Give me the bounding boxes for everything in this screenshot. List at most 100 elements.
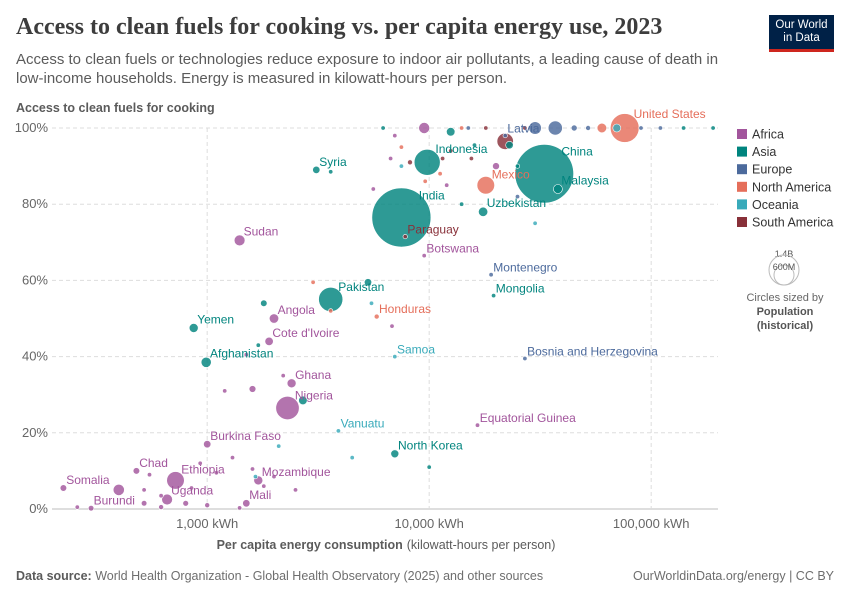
- data-point[interactable]: [553, 184, 563, 194]
- data-point[interactable]: [261, 483, 267, 489]
- data-point[interactable]: [585, 125, 591, 131]
- data-point[interactable]: [264, 336, 274, 346]
- data-point[interactable]: [132, 467, 140, 475]
- data-point[interactable]: [681, 125, 687, 131]
- data-point[interactable]: [476, 176, 495, 195]
- data-point[interactable]: [200, 356, 212, 368]
- data-point[interactable]: [230, 455, 236, 461]
- data-point[interactable]: [237, 505, 243, 511]
- data-point[interactable]: [710, 125, 716, 131]
- data-point[interactable]: [349, 455, 355, 461]
- data-point[interactable]: [402, 234, 408, 240]
- data-point[interactable]: [448, 148, 454, 154]
- data-point[interactable]: [370, 186, 376, 192]
- data-point[interactable]: [280, 373, 286, 379]
- data-point[interactable]: [522, 125, 528, 131]
- data-point[interactable]: [437, 171, 443, 177]
- data-point[interactable]: [474, 422, 480, 428]
- data-point[interactable]: [657, 125, 663, 131]
- data-point[interactable]: [158, 493, 164, 499]
- data-point[interactable]: [465, 125, 471, 131]
- data-point[interactable]: [492, 162, 500, 170]
- data-point[interactable]: [491, 293, 497, 299]
- data-point[interactable]: [268, 313, 279, 324]
- data-point[interactable]: [276, 443, 282, 449]
- data-point[interactable]: [532, 220, 538, 226]
- legend-item[interactable]: Asia: [752, 145, 776, 159]
- data-point[interactable]: [389, 323, 395, 329]
- data-point[interactable]: [112, 483, 125, 496]
- data-point[interactable]: [204, 502, 210, 509]
- data-point[interactable]: [388, 156, 394, 162]
- data-point[interactable]: [488, 272, 494, 278]
- owid-logo[interactable]: Our World in Data: [769, 15, 834, 52]
- data-point[interactable]: [260, 299, 268, 307]
- data-point[interactable]: [505, 141, 514, 150]
- data-point[interactable]: [528, 121, 542, 135]
- data-point[interactable]: [248, 385, 257, 393]
- data-point[interactable]: [459, 125, 465, 131]
- legend-item[interactable]: Africa: [752, 128, 784, 142]
- data-point[interactable]: [390, 449, 400, 459]
- data-point[interactable]: [478, 206, 489, 217]
- data-point[interactable]: [514, 163, 520, 169]
- data-point[interactable]: [440, 156, 446, 162]
- data-point[interactable]: [363, 278, 372, 287]
- data-point[interactable]: [197, 460, 203, 466]
- data-point[interactable]: [335, 428, 341, 434]
- data-point[interactable]: [446, 127, 456, 137]
- legend-item[interactable]: Oceania: [752, 198, 799, 212]
- data-point[interactable]: [233, 234, 246, 247]
- data-point[interactable]: [166, 471, 185, 490]
- data-point[interactable]: [418, 122, 431, 134]
- data-point[interactable]: [398, 144, 404, 150]
- data-point[interactable]: [222, 388, 228, 394]
- data-point[interactable]: [380, 125, 386, 131]
- data-point[interactable]: [547, 120, 563, 136]
- data-point[interactable]: [514, 194, 520, 200]
- data-point[interactable]: [596, 122, 608, 134]
- legend-item[interactable]: North America: [752, 180, 831, 194]
- data-point[interactable]: [444, 182, 450, 188]
- data-point[interactable]: [468, 156, 474, 162]
- data-point[interactable]: [310, 279, 316, 285]
- data-point[interactable]: [161, 493, 173, 506]
- data-point[interactable]: [502, 133, 508, 139]
- data-point[interactable]: [59, 484, 68, 492]
- data-point[interactable]: [413, 149, 441, 176]
- data-point[interactable]: [141, 500, 148, 507]
- data-point[interactable]: [188, 323, 199, 333]
- data-point[interactable]: [158, 504, 164, 510]
- data-point[interactable]: [373, 313, 380, 320]
- data-point[interactable]: [292, 487, 298, 493]
- data-point[interactable]: [570, 124, 578, 132]
- legend-item[interactable]: Europe: [752, 163, 792, 177]
- data-point[interactable]: [483, 125, 489, 131]
- data-point[interactable]: [392, 133, 398, 139]
- legend-item[interactable]: South America: [752, 216, 833, 230]
- data-point[interactable]: [275, 395, 300, 420]
- data-point[interactable]: [250, 466, 256, 472]
- data-point[interactable]: [182, 500, 189, 507]
- data-point[interactable]: [255, 342, 261, 348]
- data-point[interactable]: [426, 464, 432, 470]
- data-point[interactable]: [328, 308, 334, 314]
- data-point[interactable]: [612, 123, 622, 133]
- data-point[interactable]: [271, 474, 277, 480]
- data-point[interactable]: [147, 472, 153, 478]
- data-point[interactable]: [189, 485, 195, 491]
- data-point[interactable]: [253, 474, 259, 480]
- data-point[interactable]: [213, 470, 219, 476]
- data-point[interactable]: [312, 165, 321, 174]
- data-point[interactable]: [522, 355, 528, 361]
- data-point[interactable]: [407, 159, 413, 166]
- data-point[interactable]: [471, 142, 477, 148]
- data-point[interactable]: [392, 354, 398, 360]
- data-point[interactable]: [422, 178, 428, 184]
- data-point[interactable]: [242, 499, 251, 508]
- data-point[interactable]: [421, 253, 427, 259]
- data-point[interactable]: [203, 440, 212, 449]
- footer-source-text[interactable]: World Health Organization - Global Healt…: [95, 569, 544, 583]
- data-point[interactable]: [398, 163, 404, 169]
- data-point[interactable]: [328, 169, 334, 175]
